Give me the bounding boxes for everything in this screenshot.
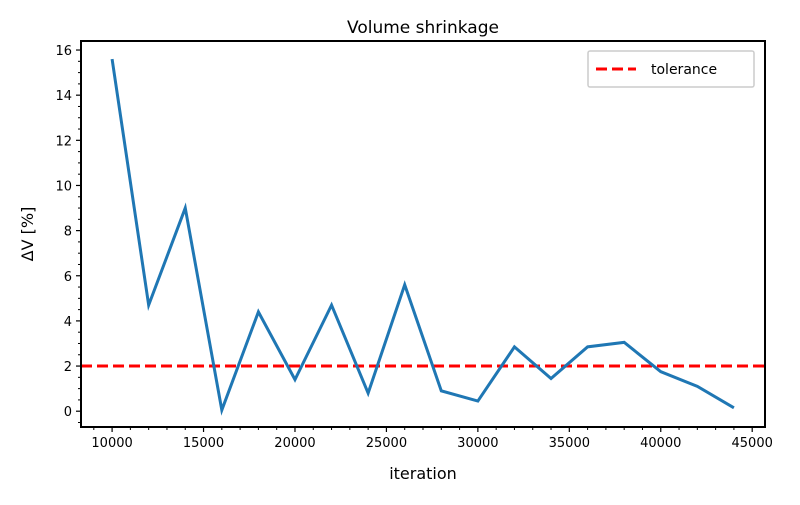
y-tick-label: 14: [55, 89, 72, 104]
y-axis-label: ΔV [%]: [18, 207, 37, 262]
x-tick-label: 45000: [732, 436, 773, 451]
y-tick-label: 16: [55, 44, 72, 59]
x-axis-label: iteration: [389, 464, 457, 483]
legend-box: [587, 50, 755, 88]
x-tick-label: 25000: [366, 436, 407, 451]
y-tick-label: 4: [64, 315, 72, 330]
plot-layer: [81, 58, 765, 416]
plot-frame: [80, 40, 766, 428]
y-tick-label: 6: [64, 270, 72, 285]
x-tick-label: 10000: [91, 436, 132, 451]
series-line: [110, 58, 735, 416]
y-tick-label: 8: [64, 225, 72, 240]
x-tick-label: 30000: [457, 436, 498, 451]
y-tick-label: 0: [64, 405, 72, 420]
y-tick-label: 12: [55, 134, 72, 149]
x-tick-label: 40000: [640, 436, 681, 451]
legend: tolerance: [587, 50, 755, 88]
y-tick-label: 2: [64, 360, 72, 375]
legend-label-tolerance: tolerance: [651, 62, 717, 78]
x-tick-label: 15000: [183, 436, 224, 451]
x-tick-label: 35000: [549, 436, 590, 451]
x-tick-label: 20000: [274, 436, 315, 451]
chart-title: Volume shrinkage: [347, 18, 499, 38]
ticks-layer: 10000 15000 20000 25000 30000 35000 40000 45000…: [55, 44, 772, 451]
y-tick-label: 10: [55, 179, 72, 194]
